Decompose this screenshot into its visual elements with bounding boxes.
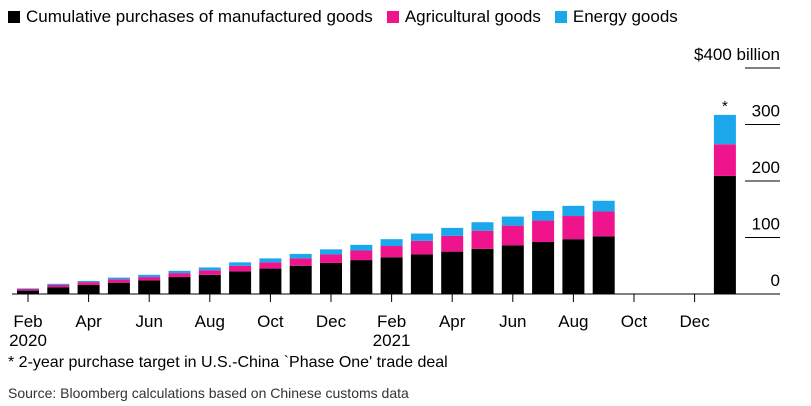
bar-agricultural-14 <box>441 235 464 252</box>
bar-energy-7 <box>229 262 252 266</box>
legend-label-manufactured: Cumulative purchases of manufactured goo… <box>26 7 373 26</box>
bar-manufactured-0 <box>17 290 39 294</box>
bar-agricultural-13 <box>410 240 433 255</box>
bar-manufactured-11 <box>350 260 373 294</box>
bar-energy-4 <box>138 274 161 278</box>
bar-energy-10 <box>320 249 342 255</box>
legend-item-manufactured: Cumulative purchases of manufactured goo… <box>8 7 373 27</box>
y-tick-label-400: $400 billion <box>694 45 780 64</box>
bar-agricultural-4 <box>138 277 161 281</box>
legend-swatch-agricultural <box>386 11 399 23</box>
bar-manufactured-16 <box>501 245 524 294</box>
bar-manufactured-8 <box>259 268 282 294</box>
bar-agricultural-11 <box>350 250 373 261</box>
x-tick-label-16: Jun <box>499 312 526 331</box>
bar-energy-12 <box>380 239 403 246</box>
bar-manufactured-2 <box>77 284 100 294</box>
bar-manufactured-12 <box>380 257 403 294</box>
bar-manufactured-9 <box>289 265 312 294</box>
bar-energy-6 <box>198 267 221 271</box>
legend-item-energy: Energy goods <box>554 7 678 27</box>
bar-manufactured-1 <box>47 287 70 294</box>
bar-manufactured-14 <box>441 251 464 294</box>
x-tick-label-22: Dec <box>679 312 710 331</box>
bar-manufactured-18 <box>562 239 585 294</box>
bar-manufactured-23 <box>713 175 736 294</box>
x-tick-label-2: Apr <box>75 312 102 331</box>
bar-agricultural-15 <box>471 230 494 249</box>
bar-energy-15 <box>471 222 494 231</box>
y-tick-label-100: 100 <box>752 215 780 234</box>
bar-energy-18 <box>562 205 585 217</box>
bar-energy-9 <box>289 253 312 259</box>
bar-manufactured-5 <box>168 277 191 294</box>
bar-manufactured-15 <box>471 248 494 294</box>
legend-label-agricultural: Agricultural goods <box>404 7 541 26</box>
x-tick-year-0: 2020 <box>9 331 47 350</box>
y-tick-label-300: 300 <box>752 102 780 121</box>
x-tick-label-0: Feb <box>13 312 42 331</box>
bar-energy-16 <box>501 216 524 226</box>
bar-manufactured-3 <box>107 282 130 294</box>
bar-agricultural-3 <box>107 279 130 283</box>
bar-energy-8 <box>259 258 282 263</box>
bar-energy-1 <box>47 283 70 285</box>
legend: Cumulative purchases of manufactured goo… <box>8 6 692 28</box>
x-tick-label-8: Oct <box>257 312 284 331</box>
bar-agricultural-9 <box>289 258 312 266</box>
bar-agricultural-6 <box>198 270 221 275</box>
bar-agricultural-5 <box>168 273 191 278</box>
bar-energy-11 <box>350 244 373 251</box>
x-tick-year-12: 2021 <box>373 331 411 350</box>
x-tick-label-18: Aug <box>558 312 588 331</box>
y-tick-label-200: 200 <box>752 158 780 177</box>
bar-agricultural-1 <box>47 284 70 288</box>
bar-manufactured-19 <box>592 236 615 294</box>
bar-agricultural-19 <box>592 211 615 237</box>
x-tick-label-6: Aug <box>195 312 225 331</box>
y-tick-label-0: 0 <box>771 271 780 290</box>
x-tick-label-10: Dec <box>316 312 347 331</box>
target-marker: * <box>722 98 728 115</box>
bar-agricultural-8 <box>259 262 282 269</box>
x-tick-label-20: Oct <box>621 312 648 331</box>
bar-agricultural-12 <box>380 245 403 258</box>
bar-energy-23 <box>713 114 736 145</box>
footnote: * 2-year purchase target in U.S.-China `… <box>8 354 448 371</box>
bar-manufactured-7 <box>229 271 252 294</box>
bar-energy-14 <box>441 227 464 236</box>
bar-agricultural-0 <box>17 288 39 291</box>
bar-manufactured-17 <box>532 242 555 294</box>
bar-agricultural-17 <box>532 220 555 243</box>
bar-manufactured-10 <box>320 262 342 294</box>
bar-manufactured-4 <box>138 280 161 294</box>
x-tick-label-4: Jun <box>135 312 162 331</box>
bar-agricultural-18 <box>562 216 585 240</box>
legend-label-energy: Energy goods <box>572 7 678 26</box>
x-tick-label-14: Apr <box>439 312 466 331</box>
bar-agricultural-16 <box>501 225 524 246</box>
bar-energy-0 <box>17 288 39 289</box>
bar-energy-17 <box>532 210 555 221</box>
bar-energy-3 <box>107 277 130 280</box>
bar-agricultural-7 <box>229 265 252 272</box>
bar-energy-5 <box>168 270 191 274</box>
bar-manufactured-13 <box>410 254 433 294</box>
legend-swatch-manufactured <box>8 11 20 23</box>
bar-manufactured-6 <box>198 274 221 294</box>
source-note: Source: Bloomberg calculations based on … <box>8 385 409 401</box>
bar-energy-19 <box>592 200 615 212</box>
x-tick-label-12: Feb <box>377 312 406 331</box>
bar-energy-2 <box>77 281 100 283</box>
bar-agricultural-23 <box>713 144 736 176</box>
legend-item-agricultural: Agricultural goods <box>386 7 541 27</box>
bar-energy-13 <box>410 233 433 241</box>
legend-swatch-energy <box>554 11 567 23</box>
bar-agricultural-10 <box>320 254 342 263</box>
bar-agricultural-2 <box>77 282 100 285</box>
